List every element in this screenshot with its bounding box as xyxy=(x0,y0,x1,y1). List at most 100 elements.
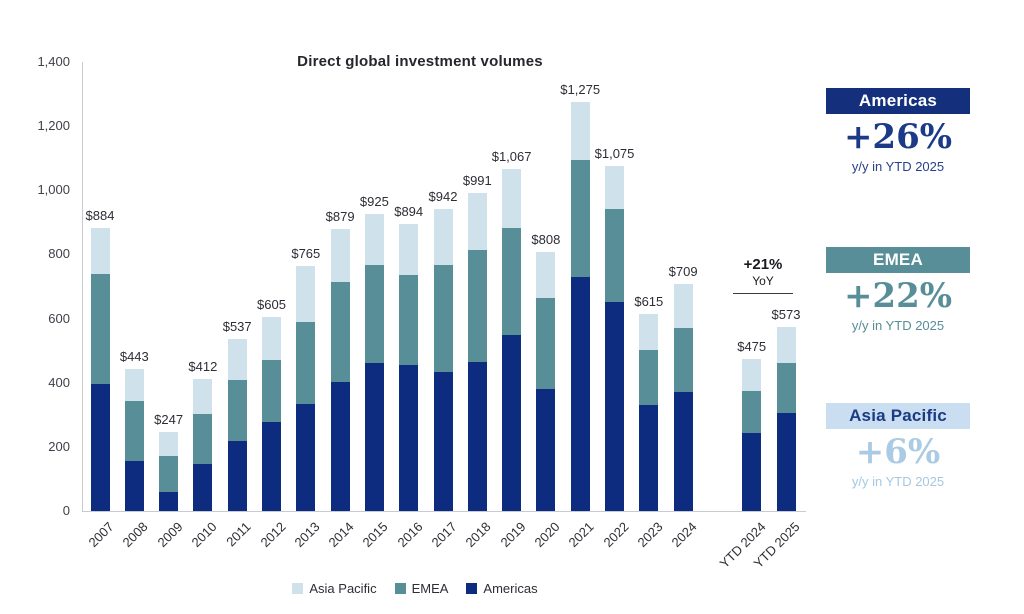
bar-segment-americas-ytd-2025 xyxy=(776,413,796,511)
x-tick-2017: 2017 xyxy=(428,519,460,551)
panel-americas-pct: +26% xyxy=(843,117,953,157)
y-tick-1,000: 1,000 xyxy=(37,182,70,198)
chart-title: Direct global investment volumes xyxy=(297,53,543,70)
total-label-2024: $709 xyxy=(668,263,698,279)
panel-americas-header: Americas xyxy=(826,88,970,114)
plot-area: $884 $443 $247 $412 $537 $605 $765 $879 $925 $894… xyxy=(82,62,806,512)
total-label-ytd-2024: $475 xyxy=(737,338,767,354)
total-label-2012: $605 xyxy=(257,296,286,312)
legend-label-asia-pacific: Asia Pacific xyxy=(309,581,377,596)
x-tick-2009: 2009 xyxy=(154,519,186,551)
bar-segment-americas-2010 xyxy=(193,463,213,511)
bar-segment-emea-2021 xyxy=(570,159,590,277)
total-label-2020: $808 xyxy=(531,231,561,247)
y-tick-800: 800 xyxy=(48,246,70,262)
bar-segment-emea-ytd-2025 xyxy=(776,362,796,414)
legend-swatch-americas xyxy=(466,583,478,594)
panel-emea-caption: y/y in YTD 2025 xyxy=(851,318,945,333)
total-label-2015: $925 xyxy=(359,194,389,210)
x-tick-2016: 2016 xyxy=(394,519,426,551)
bar-segment-asia-pacific-2010 xyxy=(193,378,213,414)
x-tick-2022: 2022 xyxy=(600,519,632,551)
legend-item-emea: EMEA xyxy=(394,581,448,596)
bar-segment-emea-2015 xyxy=(364,265,384,363)
legend-item-americas: Americas xyxy=(466,581,538,596)
legend-item-asia-pacific: Asia Pacific xyxy=(292,581,377,596)
yoy-annotation: +21% YoY xyxy=(733,256,793,294)
bar-segment-emea-2010 xyxy=(193,413,213,464)
panel-emea-pct: +22% xyxy=(843,276,953,316)
y-tick-0: 0 xyxy=(62,503,70,518)
x-tick-2011: 2011 xyxy=(223,519,254,550)
total-label-2010: $412 xyxy=(188,358,218,374)
legend-swatch-asia-pacific xyxy=(292,583,304,594)
bar-segment-asia-pacific-2008 xyxy=(124,368,144,401)
total-label-2023: $615 xyxy=(634,293,664,309)
total-label-2013: $765 xyxy=(291,245,321,261)
x-tick-2023: 2023 xyxy=(634,519,666,551)
bar-segment-asia-pacific-2017 xyxy=(433,208,453,266)
bar-segment-americas-2009 xyxy=(159,492,179,511)
bar-segment-americas-2019 xyxy=(502,334,522,511)
bar-segment-americas-2012 xyxy=(262,422,281,511)
bar-segment-asia-pacific-2013 xyxy=(296,265,316,322)
bar-segment-emea-2024 xyxy=(673,327,693,393)
x-tick-2015: 2015 xyxy=(359,519,391,551)
bar-segment-asia-pacific-2022 xyxy=(605,166,624,209)
bar-segment-emea-2008 xyxy=(124,400,144,461)
total-label-2022: $1,075 xyxy=(594,146,635,162)
bar-segment-americas-2021 xyxy=(570,276,590,511)
bar-segment-asia-pacific-2023 xyxy=(639,313,659,351)
x-tick-2013: 2013 xyxy=(291,519,323,551)
bar-segment-asia-pacific-ytd-2024 xyxy=(742,358,762,392)
x-tick-2021: 2021 xyxy=(565,519,597,551)
bar-segment-americas-2017 xyxy=(433,371,453,511)
bar-segment-asia-pacific-2016 xyxy=(399,224,419,275)
bar-segment-asia-pacific-2011 xyxy=(227,338,247,380)
panel-emea-header: EMEA xyxy=(826,247,970,273)
bar-segment-emea-2023 xyxy=(639,350,659,406)
y-tick-1,400: 1,400 xyxy=(37,54,70,69)
bar-segment-americas-2018 xyxy=(467,361,487,511)
bar-segment-americas-2023 xyxy=(639,405,659,511)
bar-segment-asia-pacific-2021 xyxy=(570,102,590,160)
bar-segment-emea-2020 xyxy=(536,298,556,390)
y-tick-200: 200 xyxy=(48,438,70,454)
bar-segment-americas-2008 xyxy=(124,460,144,511)
x-tick-2012: 2012 xyxy=(257,519,289,551)
total-label-2011: $537 xyxy=(222,318,252,334)
bar-segment-asia-pacific-2007 xyxy=(90,227,110,274)
bar-segment-americas-2007 xyxy=(90,383,110,511)
total-label-2014: $879 xyxy=(325,209,355,225)
bar-segment-emea-ytd-2024 xyxy=(742,391,762,434)
total-label-2009: $247 xyxy=(154,411,184,427)
bar-segment-asia-pacific-2015 xyxy=(364,214,384,266)
x-tick-2014: 2014 xyxy=(325,519,357,551)
y-tick-1,200: 1,200 xyxy=(37,118,70,134)
x-tick-2019: 2019 xyxy=(497,519,529,551)
bar-segment-asia-pacific-ytd-2025 xyxy=(776,327,796,363)
x-tick-2007: 2007 xyxy=(85,519,117,551)
panel-americas-caption: y/y in YTD 2025 xyxy=(851,159,945,174)
y-tick-400: 400 xyxy=(48,374,70,390)
total-label-2007: $884 xyxy=(85,207,115,223)
bar-segment-americas-2013 xyxy=(296,403,316,511)
panel-asia-pacific-caption: y/y in YTD 2025 xyxy=(851,474,945,489)
bar-segment-asia-pacific-2019 xyxy=(502,168,522,228)
total-label-2008: $443 xyxy=(119,348,149,364)
panel-asia-pacific-header: Asia Pacific xyxy=(826,403,970,429)
panel-emea: EMEA +22% y/y in YTD 2025 xyxy=(826,247,970,333)
yoy-annotation-pct: +21% xyxy=(743,256,783,273)
total-label-2016: $894 xyxy=(394,204,424,220)
bar-segment-emea-2018 xyxy=(467,250,487,362)
bar-segment-emea-2016 xyxy=(399,274,419,365)
bar-segment-emea-2009 xyxy=(159,456,179,493)
bar-segment-americas-2014 xyxy=(330,382,350,511)
bar-segment-asia-pacific-2009 xyxy=(159,431,179,457)
bar-segment-americas-2020 xyxy=(536,389,556,511)
bar-segment-americas-2011 xyxy=(227,441,247,511)
bar-segment-emea-2013 xyxy=(296,321,316,404)
legend-label-americas: Americas xyxy=(483,581,538,596)
y-tick-600: 600 xyxy=(48,310,70,326)
